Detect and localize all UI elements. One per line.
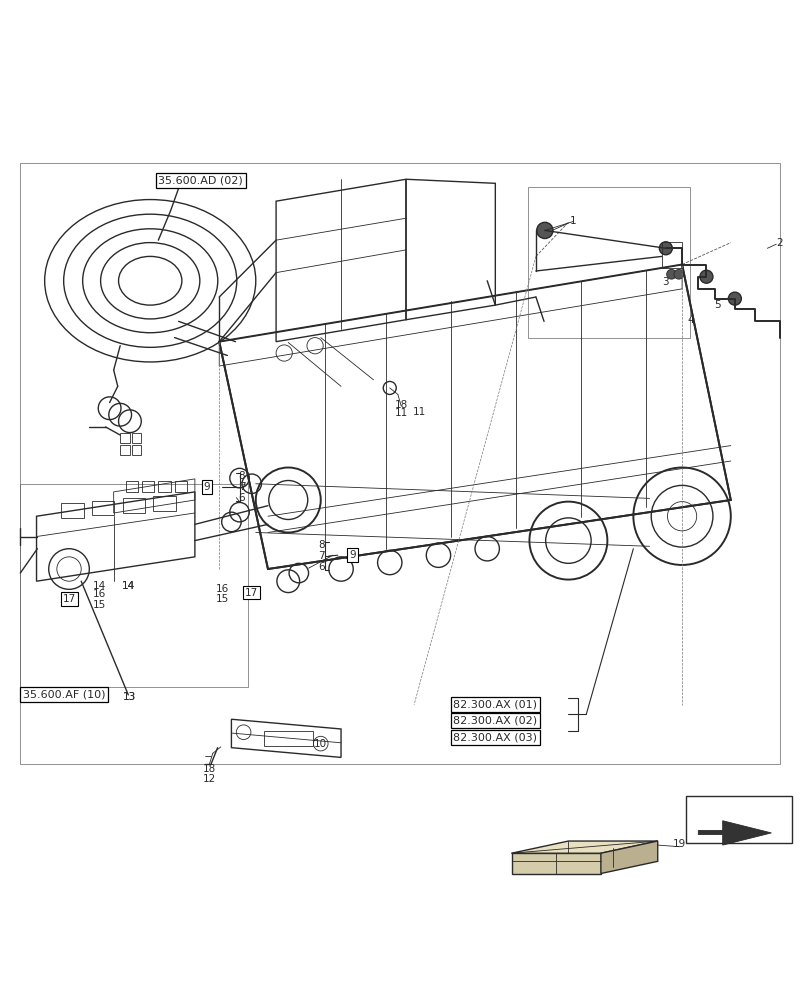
Text: 4: 4 (687, 315, 693, 325)
Bar (158, 481, 170, 492)
Circle shape (699, 270, 712, 283)
Text: 7: 7 (318, 551, 324, 561)
Text: 82.300.AX (03): 82.300.AX (03) (453, 732, 536, 742)
Text: 3: 3 (662, 277, 668, 287)
Text: 10: 10 (314, 739, 327, 749)
Text: 16: 16 (216, 584, 229, 594)
Text: 5: 5 (714, 300, 720, 310)
Bar (126, 481, 138, 492)
Text: 17: 17 (63, 594, 76, 604)
Bar (685, 796, 791, 843)
Text: 13: 13 (123, 692, 136, 702)
Bar (120, 445, 130, 455)
Text: 14: 14 (122, 581, 135, 591)
Text: 12: 12 (203, 774, 216, 784)
Text: 13: 13 (123, 692, 136, 702)
Text: 15: 15 (216, 594, 229, 604)
Text: 11: 11 (413, 407, 426, 417)
Bar (92, 501, 114, 515)
Text: 9: 9 (204, 482, 210, 492)
Text: 2: 2 (775, 238, 782, 248)
Bar (131, 433, 141, 443)
Text: 11: 11 (394, 408, 407, 418)
Bar (264, 731, 312, 746)
Bar (174, 481, 187, 492)
Text: 8: 8 (238, 471, 245, 481)
Text: 35.600.AF (10): 35.600.AF (10) (23, 690, 105, 700)
Bar (120, 433, 130, 443)
Text: 18: 18 (203, 764, 216, 774)
Text: 1: 1 (569, 216, 576, 226)
Polygon shape (600, 841, 657, 874)
Bar (142, 481, 154, 492)
Circle shape (666, 269, 676, 279)
Text: 14: 14 (122, 581, 135, 591)
Bar (661, 242, 681, 268)
Text: 16: 16 (92, 589, 105, 599)
Bar (20, 163, 779, 764)
Bar (131, 445, 141, 455)
Circle shape (536, 222, 552, 239)
Text: 18: 18 (394, 400, 407, 410)
Text: 19: 19 (672, 839, 685, 849)
Bar (122, 498, 145, 513)
Text: 17: 17 (245, 588, 258, 598)
Text: 8: 8 (318, 540, 324, 550)
Bar (20, 484, 247, 687)
Text: 15: 15 (92, 600, 105, 610)
Text: 35.600.AD (02): 35.600.AD (02) (158, 175, 242, 185)
Text: 7: 7 (238, 482, 245, 492)
Polygon shape (511, 853, 600, 874)
Text: 82.300.AX (01): 82.300.AX (01) (453, 700, 536, 710)
Text: 6: 6 (318, 562, 324, 572)
Text: 82.300.AX (02): 82.300.AX (02) (453, 716, 537, 726)
Text: 6: 6 (238, 493, 245, 503)
Bar (527, 187, 689, 338)
Bar (61, 503, 84, 518)
Polygon shape (697, 821, 770, 845)
Bar (153, 496, 176, 511)
Circle shape (727, 292, 740, 305)
Polygon shape (511, 841, 657, 853)
Circle shape (659, 242, 672, 255)
Text: 14: 14 (92, 581, 105, 591)
Circle shape (673, 269, 683, 279)
Text: 9: 9 (349, 550, 355, 560)
